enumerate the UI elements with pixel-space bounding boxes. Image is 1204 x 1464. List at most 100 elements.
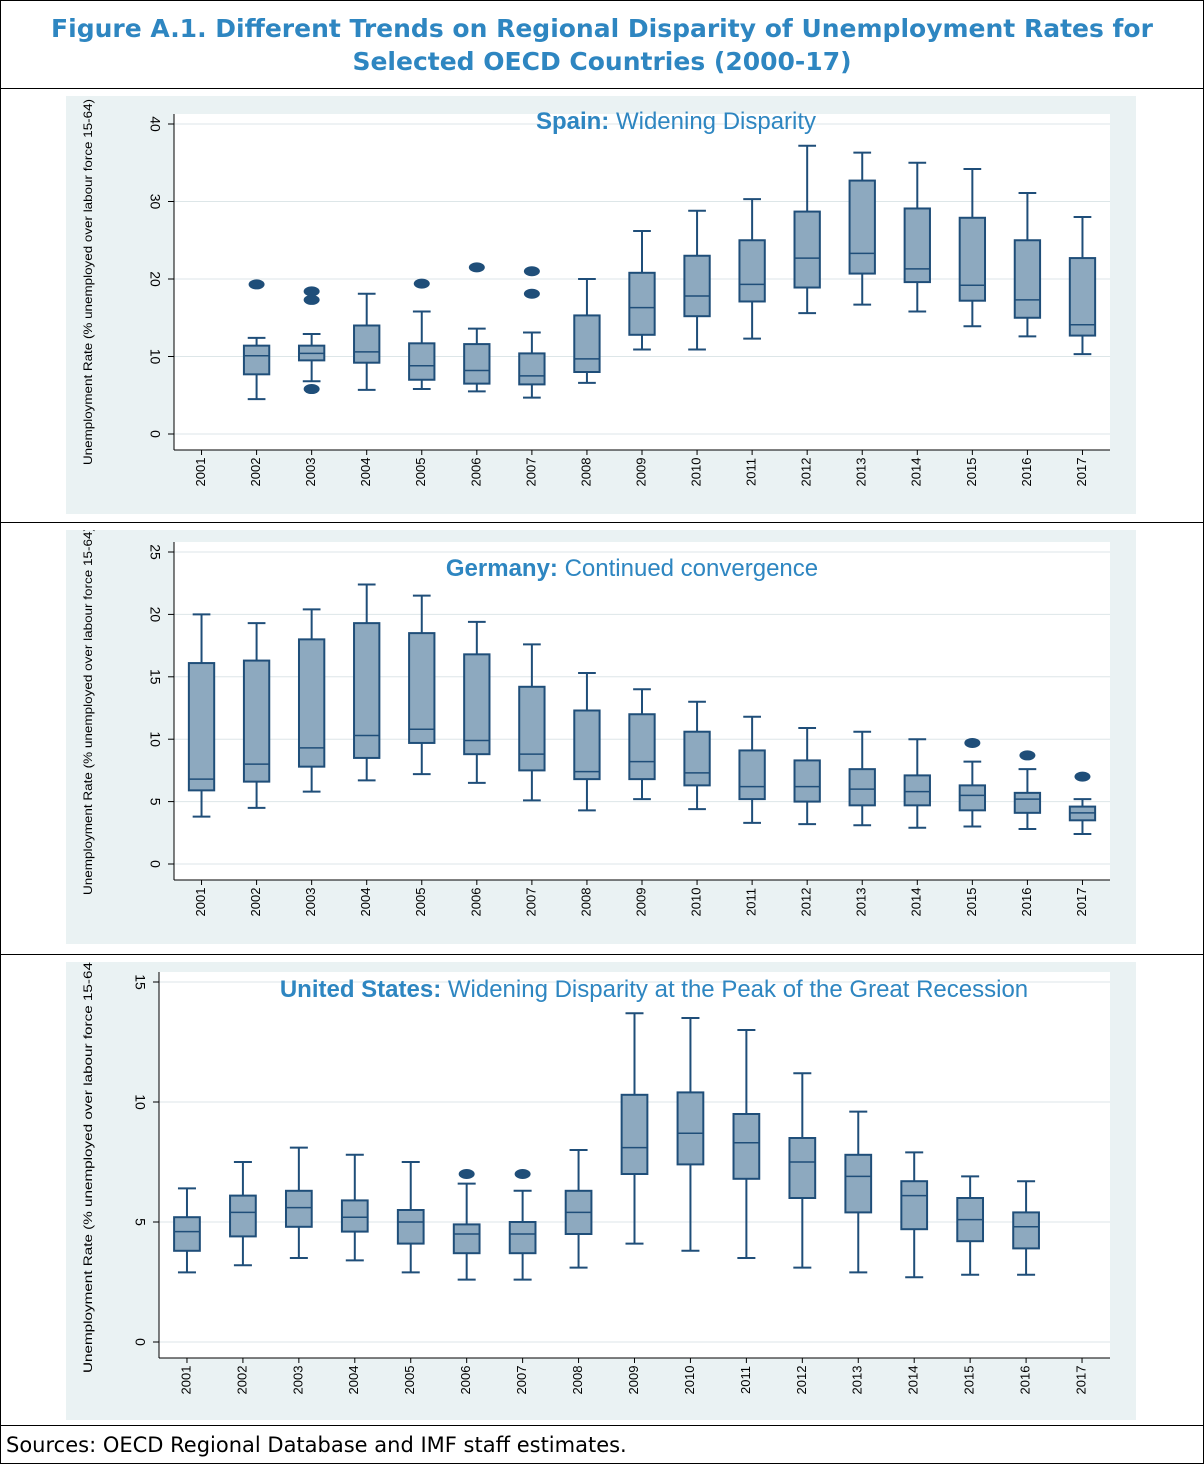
box-iqr [903, 774, 931, 807]
box-2004 [340, 1153, 369, 1262]
y-tick-label: 5 [147, 798, 163, 806]
x-tick-label: 2012 [794, 1366, 809, 1395]
x-tick-label: 2002 [248, 458, 263, 487]
box-iqr [518, 352, 546, 386]
y-axis-label: Unemployment Rate (% unemployed over lab… [81, 99, 95, 465]
box-2016 [1013, 750, 1042, 831]
box-2013 [844, 1110, 873, 1274]
x-tick-label: 2016 [1019, 458, 1034, 487]
outlier-point [303, 286, 320, 297]
outlier-point [523, 288, 540, 299]
y-tick-label: 0 [147, 430, 163, 438]
box-iqr [242, 659, 271, 783]
x-tick-label: 2008 [570, 1366, 585, 1395]
y-tick-label: 20 [147, 607, 163, 623]
box-iqr [573, 709, 601, 781]
outlier-point [248, 279, 265, 290]
box-iqr [793, 759, 821, 803]
y-tick-label: 10 [132, 1094, 148, 1110]
box-iqr [620, 1093, 649, 1175]
box-iqr [573, 314, 601, 374]
box-iqr [738, 749, 766, 801]
box-2002 [242, 279, 271, 401]
box-iqr [848, 768, 876, 807]
box-iqr [508, 1221, 537, 1255]
germany-chart: 0 5 10 15 20 25 Unemployment Rate (% unemploye… [66, 530, 1136, 944]
box-iqr [628, 713, 656, 781]
box-iqr [683, 730, 711, 787]
y-tick-label: 40 [147, 116, 163, 132]
box-2011 [732, 1029, 761, 1259]
outlier-point [964, 737, 981, 748]
box-2003 [297, 286, 326, 395]
box-2004 [353, 292, 381, 391]
box-iqr [518, 685, 546, 772]
box-iqr [903, 207, 931, 284]
outlier-point [1074, 771, 1091, 782]
box-iqr [1013, 791, 1042, 814]
figure-title: Figure A.1. Different Trends on Regional… [0, 12, 1204, 78]
x-tick-label: 2010 [688, 888, 703, 917]
x-tick-label: 2015 [964, 458, 979, 487]
x-tick-label: 2004 [358, 458, 373, 487]
outlier-point [1019, 750, 1036, 761]
divider-1 [0, 88, 1204, 89]
box-iqr [844, 1153, 873, 1214]
box-2007 [518, 266, 546, 399]
chart-title-country: Germany: [446, 555, 565, 582]
box-iqr [173, 1216, 201, 1252]
box-2012 [793, 726, 821, 826]
chart-title-subtitle: Continued convergence [565, 555, 819, 582]
outlier-point [303, 384, 320, 395]
outlier-point [458, 1169, 475, 1179]
box-iqr [958, 784, 987, 812]
y-tick-label: 15 [132, 974, 148, 990]
spain-chart: 0 10 20 30 40 Unemployment Rate (% unemployed… [66, 96, 1136, 514]
x-tick-label: 2017 [1073, 1366, 1088, 1395]
box-2014 [903, 161, 931, 313]
x-tick-label: 2014 [909, 888, 924, 917]
box-2006 [463, 262, 491, 393]
box-iqr [1012, 1211, 1040, 1250]
y-tick-label: 30 [147, 194, 163, 210]
box-iqr [900, 1180, 929, 1231]
box-2010 [676, 1017, 705, 1252]
box-2016 [1013, 191, 1042, 338]
box-2017 [1068, 216, 1097, 356]
box-iqr [1068, 257, 1097, 337]
x-tick-label: 2001 [193, 458, 208, 487]
box-2007 [518, 643, 546, 802]
outlier-point [514, 1169, 531, 1179]
box-2008 [573, 278, 601, 384]
x-tick-label: 2007 [523, 458, 538, 487]
figure-title-line1: Figure A.1. Different Trends on Regional… [51, 14, 1153, 43]
box-iqr [353, 622, 381, 759]
box-2011 [738, 715, 766, 824]
box-2010 [683, 209, 711, 351]
y-tick-label: 0 [132, 1338, 148, 1346]
y-tick-label: 5 [132, 1218, 148, 1226]
box-2013 [848, 730, 876, 827]
x-tick-label: 2006 [458, 1366, 473, 1395]
outlier-point [523, 266, 540, 277]
box-iqr [463, 343, 491, 385]
y-tick-label: 15 [147, 669, 163, 685]
y-tick-label: 10 [147, 731, 163, 747]
x-tick-label: 2007 [514, 1366, 529, 1395]
box-2013 [848, 151, 876, 306]
box-iqr [848, 179, 876, 275]
box-2010 [683, 700, 711, 811]
x-tick-label: 2014 [909, 458, 924, 487]
box-2002 [242, 622, 271, 809]
box-2008 [564, 1149, 593, 1269]
box-2015 [958, 167, 987, 328]
y-tick-label: 0 [147, 860, 163, 868]
y-tick-label: 20 [147, 271, 163, 287]
x-tick-label: 2008 [578, 458, 593, 487]
box-2015 [956, 1175, 985, 1276]
box-2012 [788, 1072, 817, 1269]
x-tick-label: 2011 [744, 888, 759, 916]
y-axis-label: Unemployment Rate (% unemployed over lab… [81, 962, 95, 1373]
x-tick-label: 2003 [303, 888, 318, 917]
box-iqr [396, 1209, 425, 1245]
